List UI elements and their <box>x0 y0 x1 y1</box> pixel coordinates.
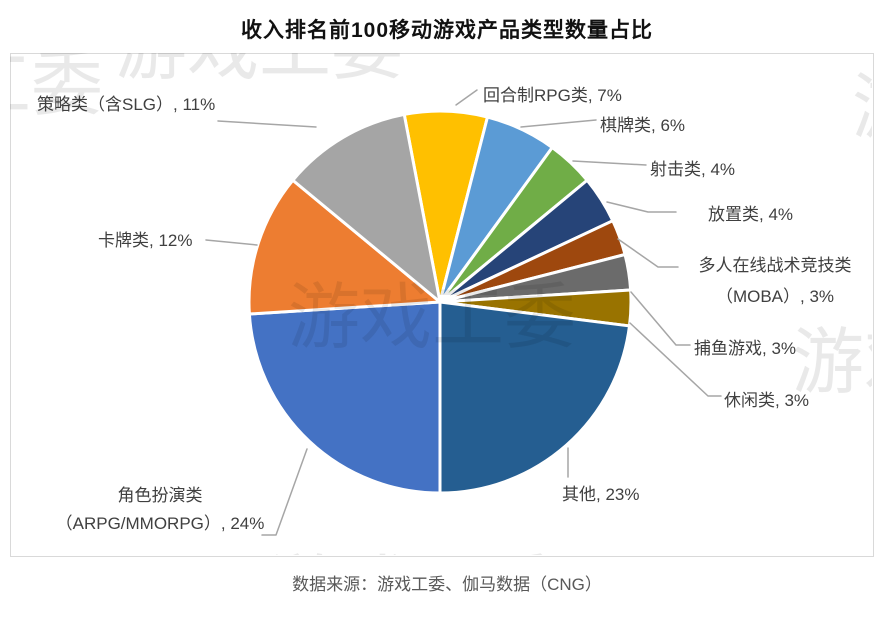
slice-label-strategy: 策略类（含SLG）, 11% <box>37 95 216 114</box>
leader-line-strategy <box>217 120 317 128</box>
pie-slice-other <box>438 300 631 495</box>
leader-line-fishing <box>630 291 691 346</box>
slice-label-casual: 休闲类, 3% <box>724 391 810 410</box>
chart-title: 收入排名前100移动游戏产品类型数量占比 <box>240 19 654 42</box>
slice-label-idle: 放置类, 4% <box>708 205 794 224</box>
leader-line-casual <box>629 322 722 397</box>
slice-label-chess-card: 棋牌类, 6% <box>600 116 686 135</box>
pie-slice-arpg-mmorpg <box>247 300 442 495</box>
leader-line-arpg <box>261 448 308 536</box>
slice-label-arpg-line1: 角色扮演类 <box>117 486 203 505</box>
pie-slice-strategy <box>291 112 442 304</box>
slice-label-moba-line1: 多人在线战术竞技类 <box>698 256 852 275</box>
slice-label-fishing: 捕鱼游戏, 3% <box>694 339 797 358</box>
slice-label-shooting: 射击类, 4% <box>650 160 736 179</box>
slice-label-card: 卡牌类, 12% <box>98 231 193 250</box>
leader-line-shooting <box>572 160 647 166</box>
slice-label-moba: 多人在线战术竞技类 （MOBA）, 3% <box>683 250 867 312</box>
slice-label-other: 其他, 23% <box>562 485 640 504</box>
leader-line-turn-rpg <box>455 89 478 106</box>
leader-line-idle <box>606 201 677 213</box>
slice-label-turn-based-rpg: 回合制RPG类, 7% <box>483 86 622 105</box>
pie-slice-card <box>247 178 442 316</box>
slice-label-moba-line2: （MOBA）, 3% <box>715 287 835 306</box>
leader-line-moba <box>617 238 679 268</box>
leader-line-chess <box>520 119 597 128</box>
slice-label-arpg-mmorpg: 角色扮演类 （ARPG/MMORPG）, 24% <box>35 482 285 538</box>
leader-line-card <box>205 239 258 246</box>
data-source: 数据来源：游戏工委、伽马数据（CNG） <box>292 575 602 594</box>
slice-label-arpg-line2: （ARPG/MMORPG）, 24% <box>55 514 265 533</box>
